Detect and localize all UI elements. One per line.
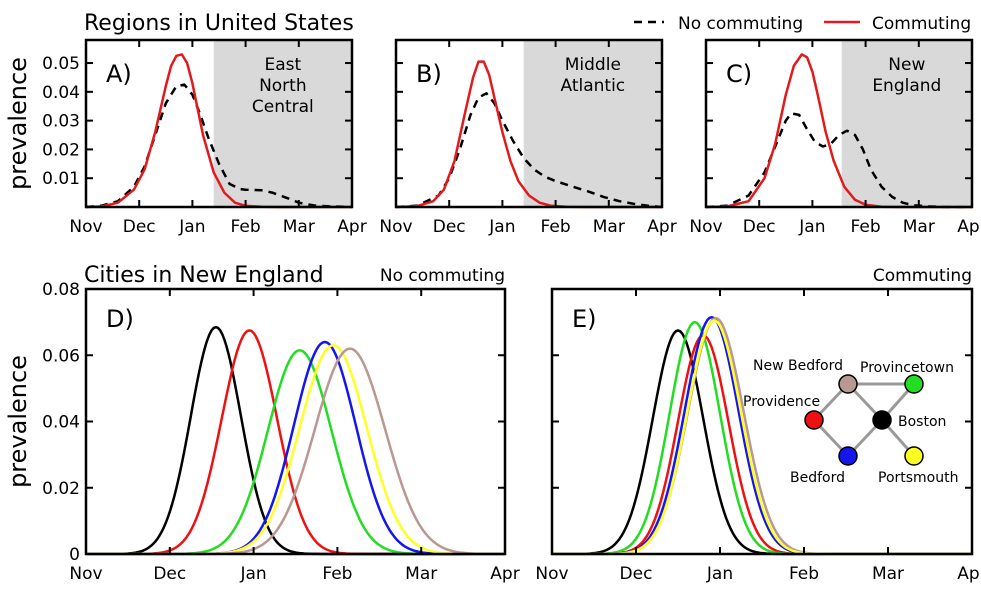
panel-label: A) xyxy=(106,60,132,88)
x-tick-label: Apr xyxy=(957,564,981,584)
node-label-new-bedford: New Bedford xyxy=(753,358,843,374)
x-tick-label: Feb xyxy=(322,564,352,584)
node-bedford xyxy=(838,446,858,466)
x-tick-label: Feb xyxy=(789,564,819,584)
node-label-bedford: Bedford xyxy=(790,470,845,486)
x-tick-label: Nov xyxy=(379,217,412,237)
region-label: New xyxy=(888,55,925,75)
node-provincetown xyxy=(904,374,924,394)
node-label-providence: Providence xyxy=(743,394,820,410)
plot-frame xyxy=(394,38,664,209)
region-label: North xyxy=(259,76,307,96)
region-label: Middle xyxy=(565,55,621,75)
x-tick-label: Nov xyxy=(689,217,722,237)
x-tick-label: Apr xyxy=(647,217,676,237)
shaded-region xyxy=(523,40,662,207)
region-label: East xyxy=(264,55,301,75)
x-tick-label: Nov xyxy=(535,564,568,584)
panel-a-east-north-central: Nov Dec Jan Feb Mar Apr 0.01 0.02 0.03 0.04 0.05 pr… xyxy=(4,38,367,237)
series-line-commuting xyxy=(85,53,352,209)
series-line-new-bedford xyxy=(552,316,972,556)
y-tick-label: 0.03 xyxy=(42,112,80,132)
x-tick-label: Apr xyxy=(957,217,981,237)
bottom-heading: Cities in New England xyxy=(84,263,324,288)
y-tick-label: 0.06 xyxy=(42,346,80,366)
y-axis-label: prevalence xyxy=(4,355,32,488)
x-tick-label: Mar xyxy=(903,217,935,237)
x-tick-label: Mar xyxy=(593,217,625,237)
panel-label: B) xyxy=(416,60,442,88)
series-line-bedford xyxy=(86,340,505,556)
x-tick-label: Dec xyxy=(743,217,776,237)
series-line-provincetown xyxy=(86,349,505,556)
shaded-region xyxy=(841,40,972,207)
x-tick-label: Mar xyxy=(405,564,437,584)
node-new-bedford xyxy=(838,374,858,394)
panel-title: No commuting xyxy=(380,266,505,286)
node-label-provincetown: Provincetown xyxy=(860,360,954,376)
region-label: England xyxy=(872,76,941,96)
panel-e-cities-commuting: Nov Dec Jan Feb Mar Apr E) Commuting xyxy=(535,266,981,584)
y-tick-label: 0.08 xyxy=(42,280,80,300)
node-label-portsmouth: Portsmouth xyxy=(878,470,959,486)
node-boston xyxy=(872,410,892,430)
y-tick-label: 0 xyxy=(69,545,80,565)
y-tick-label: 0.05 xyxy=(42,54,80,74)
series-line-no-commuting xyxy=(85,83,353,209)
legend-no-commuting-label: No commuting xyxy=(678,14,803,34)
top-heading: Regions in United States xyxy=(84,11,354,36)
x-tick-label: Mar xyxy=(872,564,904,584)
x-tick-label: Mar xyxy=(283,217,315,237)
series-line-new-bedford xyxy=(86,347,505,556)
panel-d-cities-no-commuting: Nov Dec Jan Feb Mar Apr 0 0.02 0.04 0.06 0.08 preva… xyxy=(4,266,520,584)
x-tick-label: Feb xyxy=(541,217,571,237)
x-tick-label: Dec xyxy=(433,217,466,237)
x-tick-label: Dec xyxy=(620,564,653,584)
x-tick-label: Apr xyxy=(490,564,519,584)
series-line-provincetown xyxy=(552,320,972,556)
series-line-bedford xyxy=(552,315,972,556)
x-tick-label: Jan xyxy=(239,564,266,584)
x-tick-label: Jan xyxy=(798,217,825,237)
region-label: Central xyxy=(252,97,314,117)
x-tick-label: Jan xyxy=(488,217,515,237)
shaded-region xyxy=(213,40,352,207)
x-tick-label: Dec xyxy=(123,217,156,237)
node-providence xyxy=(804,410,824,430)
series-line-portsmouth xyxy=(86,344,505,556)
series-line-no-commuting xyxy=(395,92,663,209)
y-axis-label: prevalence xyxy=(4,57,32,190)
commuting-network-inset: New Bedford Provincetown Providence Bost… xyxy=(743,358,959,486)
x-tick-label: Dec xyxy=(153,564,186,584)
y-tick-label: 0.01 xyxy=(42,169,80,189)
y-tick-label: 0.02 xyxy=(42,140,80,160)
panel-label: D) xyxy=(106,305,134,333)
panel-label: E) xyxy=(572,305,597,333)
node-portsmouth xyxy=(904,446,924,466)
x-tick-label: Feb xyxy=(231,217,261,237)
legend: No commuting Commuting xyxy=(634,14,971,34)
series-line-no-commuting xyxy=(705,112,972,209)
y-tick-label: 0.04 xyxy=(42,83,80,103)
x-tick-label: Feb xyxy=(851,217,881,237)
y-tick-label: 0.02 xyxy=(42,479,80,499)
x-tick-label: Nov xyxy=(69,217,102,237)
region-label: Atlantic xyxy=(561,76,626,96)
plot-frame xyxy=(704,38,974,209)
series-line-portsmouth xyxy=(552,319,972,556)
x-tick-label: Nov xyxy=(69,564,102,584)
series-line-commuting xyxy=(395,60,662,209)
panel-label: C) xyxy=(726,60,752,88)
node-label-boston: Boston xyxy=(898,414,946,430)
y-tick-label: 0.04 xyxy=(42,413,80,433)
x-tick-label: Jan xyxy=(706,564,733,584)
plot-frame xyxy=(84,38,354,209)
legend-commuting-label: Commuting xyxy=(872,14,971,34)
x-tick-label: Apr xyxy=(337,217,366,237)
x-tick-label: Jan xyxy=(178,217,205,237)
panel-title: Commuting xyxy=(873,266,972,286)
